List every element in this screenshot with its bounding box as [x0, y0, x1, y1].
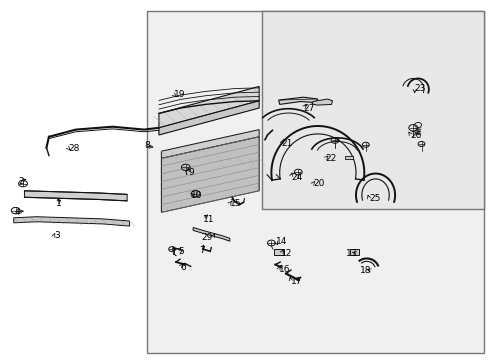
Text: 15: 15 — [229, 199, 241, 208]
Bar — [146, 11, 483, 353]
Text: 4: 4 — [15, 208, 20, 217]
Text: 13: 13 — [345, 249, 356, 258]
Polygon shape — [273, 249, 283, 255]
Text: 19: 19 — [173, 90, 185, 99]
Polygon shape — [193, 228, 229, 241]
Text: 9: 9 — [188, 168, 194, 177]
Text: 8: 8 — [144, 141, 150, 150]
Text: 12: 12 — [281, 249, 292, 258]
Text: 22: 22 — [325, 154, 336, 163]
Text: 20: 20 — [312, 179, 324, 188]
Text: 21: 21 — [281, 139, 292, 148]
Polygon shape — [345, 156, 352, 159]
Polygon shape — [159, 101, 259, 135]
Polygon shape — [161, 130, 259, 158]
Text: 27: 27 — [303, 104, 314, 112]
Text: 25: 25 — [368, 194, 380, 203]
Text: 5: 5 — [178, 248, 184, 256]
Polygon shape — [161, 137, 259, 212]
Text: 24: 24 — [290, 173, 302, 181]
Text: 11: 11 — [203, 215, 214, 224]
Text: 6: 6 — [180, 263, 185, 271]
Polygon shape — [24, 191, 127, 201]
Polygon shape — [349, 249, 359, 255]
Text: 26: 26 — [410, 130, 421, 139]
Polygon shape — [311, 99, 332, 105]
Polygon shape — [14, 217, 129, 226]
Bar — [261, 11, 483, 209]
Polygon shape — [159, 86, 259, 128]
Polygon shape — [278, 97, 317, 104]
Text: 3: 3 — [54, 231, 60, 240]
Text: 1: 1 — [56, 199, 62, 208]
Text: 2: 2 — [19, 177, 24, 186]
Text: 7: 7 — [199, 246, 205, 255]
Text: 28: 28 — [68, 144, 80, 153]
Text: 23: 23 — [414, 84, 425, 93]
Text: 29: 29 — [201, 233, 212, 242]
Text: 17: 17 — [290, 277, 302, 286]
Text: 10: 10 — [190, 191, 202, 199]
Text: 16: 16 — [278, 265, 290, 274]
Text: 18: 18 — [359, 266, 371, 275]
Text: 14: 14 — [276, 238, 287, 246]
